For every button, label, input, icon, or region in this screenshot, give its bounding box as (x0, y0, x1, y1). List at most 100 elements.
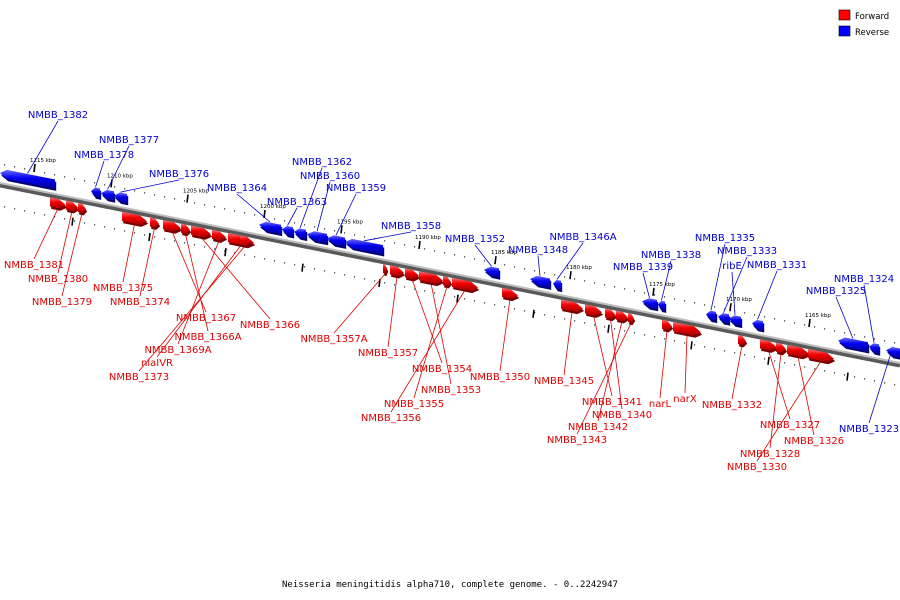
gene-arrow-NMBB_1354[interactable] (405, 268, 419, 280)
gene-label-NMBB_1331[interactable]: NMBB_1331 (747, 260, 807, 271)
gene-arrow-NMBB_1325[interactable] (838, 337, 868, 352)
gene-label-NMBB_1378[interactable]: NMBB_1378 (74, 150, 134, 161)
gene-arrow-narL[interactable] (662, 319, 672, 330)
gene-arrow-NMBB_1362[interactable] (294, 228, 306, 239)
gene-label-NMBB_1374[interactable]: NMBB_1374 (110, 297, 170, 308)
gene-arrow-narX[interactable] (673, 322, 701, 336)
gene-arrow-NMBB_1377[interactable] (101, 189, 114, 201)
gene-label-NMBB_1327[interactable]: NMBB_1327 (760, 420, 820, 431)
gene-arrow-NMBB_1367[interactable] (163, 220, 181, 232)
gene-label-NMBB_1341[interactable]: NMBB_1341 (582, 397, 642, 408)
gene-label-NMBB_1382[interactable]: NMBB_1382 (28, 110, 88, 121)
gene-arrow-NMBB_1350[interactable] (502, 287, 518, 299)
gene-label-NMBB_1373[interactable]: NMBB_1373 (109, 372, 169, 383)
gene-arrow-NMBB_1356[interactable] (452, 277, 478, 291)
gene-arrow-NMBB_1352[interactable] (484, 266, 499, 278)
gene-label-NMBB_1355[interactable]: NMBB_1355 (384, 399, 444, 410)
gene-arrow-NMBB_1327[interactable] (760, 339, 777, 351)
gene-arrow-NMBB_1358[interactable] (345, 238, 383, 255)
gene-label-narX[interactable]: narX (673, 394, 697, 405)
gene-label-NMBB_1364[interactable]: NMBB_1364 (207, 183, 267, 194)
gene-label-NMBB_1340[interactable]: NMBB_1340 (592, 410, 652, 421)
gene-label-NMBB_1375[interactable]: NMBB_1375 (93, 283, 153, 294)
gene-arrow-NMBB_1333[interactable] (718, 313, 729, 324)
gene-arrow-NMBB_1366A[interactable] (181, 223, 190, 234)
gene-label-NMBB_1358[interactable]: NMBB_1358 (381, 221, 441, 232)
gene-arrow-NMBB_1326[interactable] (787, 344, 809, 357)
gene-label-NMBB_1328[interactable]: NMBB_1328 (740, 449, 800, 460)
gene-arrow-NMBB_1364[interactable] (259, 221, 281, 234)
gene-arrow-NMBB_1345[interactable] (561, 299, 583, 312)
gene-label-NMBB_1377[interactable]: NMBB_1377 (99, 135, 159, 146)
gene-arrow-NMBB_1366[interactable] (191, 225, 211, 238)
gene-arrow-NMBB_1379[interactable] (78, 203, 86, 213)
gene-label-NMBB_1360[interactable]: NMBB_1360 (300, 171, 360, 182)
gene-arrow-NMBB_1359[interactable] (327, 235, 345, 247)
gene-label-NMBB_1356[interactable]: NMBB_1356 (361, 413, 421, 424)
gene-arrow-NMBB_1369A[interactable] (212, 229, 226, 241)
gene-label-NMBB_1363[interactable]: NMBB_1363 (267, 197, 327, 208)
gene-label-NMBB_1345[interactable]: NMBB_1345 (534, 376, 594, 387)
gene-arrow-NMBB_1338[interactable] (658, 300, 665, 311)
gene-arrow-NMBB_1382[interactable] (0, 169, 55, 189)
gene-arrow-NMBB_1357[interactable] (390, 265, 404, 277)
gene-arrow-NMBB_1374[interactable] (150, 217, 159, 228)
gene-label-ribE[interactable]: ribE (722, 261, 742, 272)
gene-label-NMBB_1342[interactable]: NMBB_1342 (568, 422, 628, 433)
gene-label-NMBB_1381[interactable]: NMBB_1381 (4, 260, 64, 271)
gene-label-NMBB_1352[interactable]: NMBB_1352 (445, 234, 505, 245)
gene-arrow-NMBB_1339[interactable] (642, 298, 657, 309)
gene-label-NMBB_1324[interactable]: NMBB_1324 (834, 274, 894, 285)
gene-label-NMBB_1346A[interactable]: NMBB_1346A (549, 232, 616, 243)
gene-label-NMBB_1366[interactable]: NMBB_1366 (240, 320, 300, 331)
gene-label-NMBB_1350[interactable]: NMBB_1350 (470, 372, 530, 383)
gene-arrow-NMBB_1340[interactable] (605, 308, 616, 319)
gene-label-nlaIVR[interactable]: nlaIVR (141, 358, 173, 369)
gene-arrow-NMBB_1324[interactable] (869, 343, 879, 354)
gene-arrow-NMBB_1378[interactable] (91, 187, 100, 198)
gene-label-NMBB_1354[interactable]: NMBB_1354 (412, 364, 472, 375)
gene-label-NMBB_1357A[interactable]: NMBB_1357A (300, 334, 367, 345)
gene-arrow-NMBB_1330[interactable] (808, 349, 834, 362)
gene-label-NMBB_1369A[interactable]: NMBB_1369A (144, 345, 211, 356)
gene-arrow-NMBB_1363[interactable] (282, 225, 293, 237)
gene-arrow-NMBB_1357A[interactable] (383, 264, 387, 274)
gene-label-NMBB_1367[interactable]: NMBB_1367 (176, 313, 236, 324)
gene-arrow-ribE[interactable] (729, 315, 741, 326)
gene-arrow-NMBB_1331[interactable] (752, 319, 763, 331)
gene-label-NMBB_1343[interactable]: NMBB_1343 (547, 435, 607, 446)
gene-arrow-NMBB_1381[interactable] (50, 197, 66, 209)
gene-label-narL[interactable]: narL (649, 399, 672, 410)
gene-arrow-NMBB_1380[interactable] (66, 200, 78, 212)
gene-label-NMBB_1333[interactable]: NMBB_1333 (717, 246, 777, 257)
gene-arrow-NMBB_1376[interactable] (114, 192, 127, 203)
gene-label-NMBB_1338[interactable]: NMBB_1338 (641, 250, 701, 261)
gene-label-NMBB_1359[interactable]: NMBB_1359 (326, 183, 386, 194)
gene-arrow-NMBB_1332[interactable] (738, 335, 746, 345)
gene-label-NMBB_1366A[interactable]: NMBB_1366A (174, 332, 241, 343)
gene-arrow-NMBB_1355[interactable] (443, 276, 451, 286)
gene-label-NMBB_1353[interactable]: NMBB_1353 (421, 385, 481, 396)
gene-label-NMBB_1325[interactable]: NMBB_1325 (806, 286, 866, 297)
gene-arrow-NMBB_1348[interactable] (530, 275, 550, 288)
gene-label-NMBB_1379[interactable]: NMBB_1379 (32, 297, 92, 308)
gene-arrow-NMBB_1353[interactable] (419, 271, 443, 284)
gene-label-NMBB_1339[interactable]: NMBB_1339 (613, 262, 673, 273)
gene-label-NMBB_1357[interactable]: NMBB_1357 (358, 348, 418, 359)
gene-label-NMBB_1332[interactable]: NMBB_1332 (702, 400, 762, 411)
gene-label-NMBB_1326[interactable]: NMBB_1326 (784, 436, 844, 447)
gene-label-NMBB_1380[interactable]: NMBB_1380 (28, 274, 88, 285)
gene-arrow-NMBB_1360[interactable] (307, 231, 327, 243)
gene-label-NMBB_1323[interactable]: NMBB_1323 (839, 424, 899, 435)
gene-arrow-NMBB_1323[interactable] (886, 346, 900, 358)
gene-arrow-NMBB_1375[interactable] (122, 211, 147, 225)
gene-arrow-NMBB_1328[interactable] (776, 342, 786, 353)
gene-label-NMBB_1362[interactable]: NMBB_1362 (292, 157, 352, 168)
gene-label-NMBB_1330[interactable]: NMBB_1330 (727, 462, 787, 473)
gene-arrow-NMBB_1341[interactable] (585, 304, 602, 316)
gene-label-NMBB_1348[interactable]: NMBB_1348 (508, 245, 568, 256)
gene-arrow-NMBB_1373[interactable] (240, 235, 250, 246)
gene-label-NMBB_1335[interactable]: NMBB_1335 (695, 233, 755, 244)
gene-arrow-NMBB_1346A[interactable] (553, 279, 561, 290)
gene-arrow-NMBB_1342[interactable] (616, 310, 628, 322)
